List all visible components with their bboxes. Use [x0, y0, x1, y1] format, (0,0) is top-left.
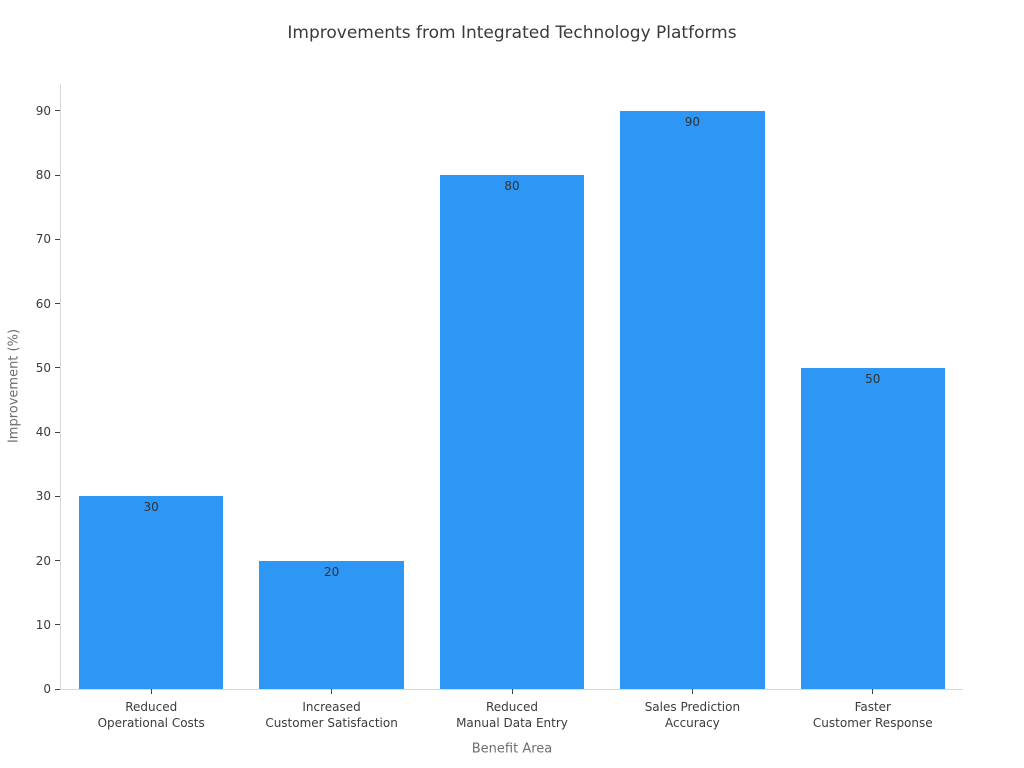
bar: 30: [79, 496, 224, 689]
y-tick-mark: [55, 495, 60, 497]
category-label-line: Operational Costs: [97, 716, 205, 730]
bar-value-label: 20: [323, 564, 340, 579]
category-label-line: Sales Prediction: [644, 700, 741, 714]
y-tick-label: 60: [35, 296, 51, 311]
y-tick-label: 90: [35, 103, 51, 118]
plot-area: 0 10 20 30 40 50 60 70 80 90 30 20 80 90 50 Reduced Op…: [36, 84, 963, 730]
y-tick-label: 30: [35, 489, 51, 504]
x-tick-mark: [691, 689, 693, 694]
x-tick-mark: [331, 689, 333, 694]
category-label-line: Manual Data Entry: [456, 716, 568, 730]
y-tick-mark: [55, 624, 60, 626]
bar: 80: [439, 175, 585, 689]
category-label-line: Accuracy: [664, 716, 720, 730]
category-label-line: Increased: [302, 700, 361, 714]
category-label-line: Customer Satisfaction: [265, 716, 398, 730]
y-tick-label: 10: [35, 617, 51, 632]
y-tick-mark: [55, 431, 60, 433]
y-tick-label: 80: [35, 168, 51, 183]
y-tick-mark: [55, 560, 60, 562]
y-tick-mark: [55, 174, 60, 176]
y-tick-label: 50: [35, 360, 51, 375]
x-tick-category-label: Increased Customer Satisfaction: [241, 699, 421, 731]
y-tick-mark: [55, 110, 60, 112]
x-tick-mark: [150, 689, 152, 694]
bar-value-label: 30: [143, 500, 159, 515]
category-label-line: Customer Response: [812, 716, 933, 730]
bar: 50: [800, 367, 945, 689]
y-tick-label: 20: [35, 553, 51, 568]
chart-title: Improvements from Integrated Technology …: [287, 23, 737, 43]
x-tick-mark: [872, 689, 874, 694]
x-tick-category-label: Faster Customer Response: [783, 699, 963, 731]
x-tick-mark: [511, 689, 513, 694]
bar-value-label: 90: [684, 114, 701, 129]
x-axis-label: Benefit Area: [471, 741, 553, 757]
bar-value-label: 80: [504, 179, 520, 194]
y-tick-mark: [55, 238, 60, 240]
y-tick-mark: [55, 303, 60, 305]
x-tick-category-label: Reduced Manual Data Entry: [422, 699, 602, 731]
y-tick-mark: [55, 688, 60, 690]
y-tick-label: 70: [35, 232, 51, 247]
category-label-line: Reduced: [485, 700, 538, 714]
x-tick-category-label: Sales Prediction Accuracy: [602, 699, 782, 731]
category-label-line: Reduced: [125, 700, 178, 714]
category-label-line: Faster: [854, 700, 891, 714]
x-tick-category-label: Reduced Operational Costs: [61, 699, 241, 731]
y-axis-spine: [60, 84, 61, 689]
bar-value-label: 50: [865, 371, 881, 386]
bar: 20: [259, 560, 404, 689]
bar: 90: [620, 110, 765, 689]
y-tick-label: 0: [43, 682, 51, 696]
y-tick-label: 40: [35, 425, 51, 440]
y-tick-mark: [55, 367, 60, 369]
